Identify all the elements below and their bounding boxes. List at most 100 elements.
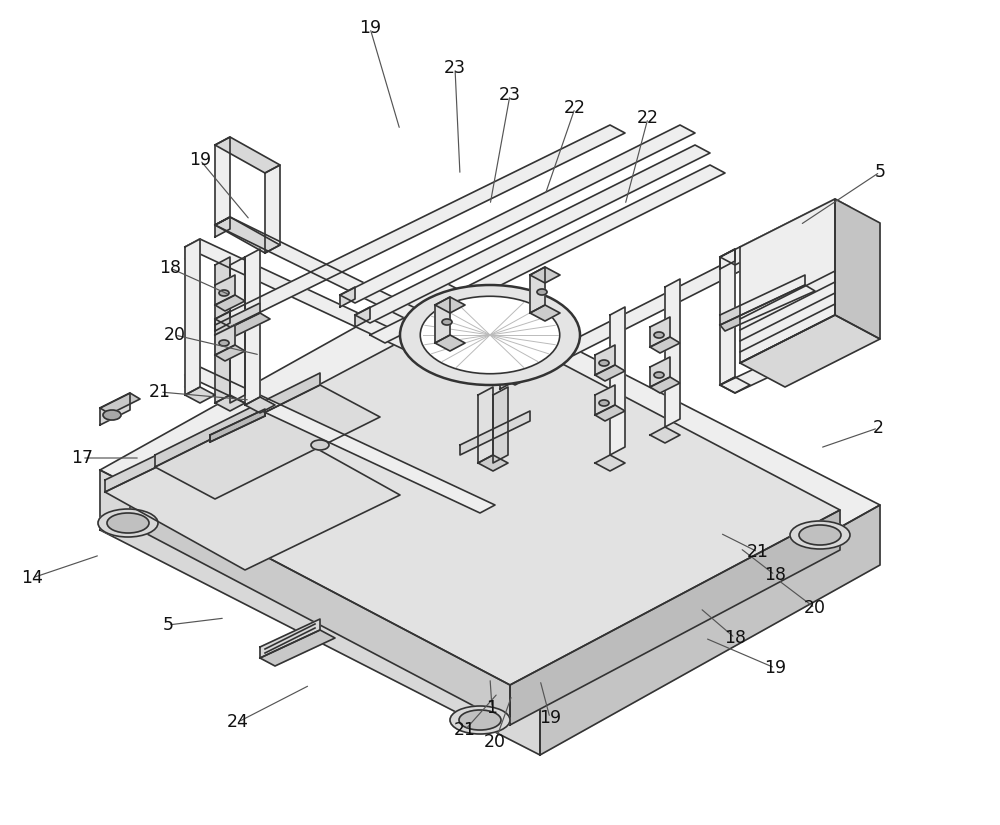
Polygon shape (340, 125, 695, 303)
Polygon shape (595, 385, 615, 415)
Polygon shape (215, 125, 625, 327)
Polygon shape (185, 367, 495, 513)
Text: 23: 23 (444, 59, 466, 77)
Polygon shape (210, 409, 265, 442)
Polygon shape (100, 280, 880, 695)
Ellipse shape (790, 521, 850, 549)
Ellipse shape (450, 706, 510, 734)
Polygon shape (370, 165, 725, 343)
Polygon shape (478, 387, 493, 463)
Polygon shape (478, 455, 508, 471)
Ellipse shape (103, 410, 121, 420)
Polygon shape (650, 337, 680, 353)
Text: 20: 20 (484, 733, 506, 751)
Polygon shape (215, 311, 230, 331)
Polygon shape (215, 217, 230, 237)
Polygon shape (790, 219, 805, 355)
Text: 1: 1 (486, 699, 498, 717)
Text: 18: 18 (159, 259, 181, 277)
Polygon shape (185, 367, 200, 387)
Polygon shape (215, 275, 235, 305)
Polygon shape (185, 239, 200, 259)
Text: 21: 21 (149, 383, 171, 401)
Polygon shape (530, 267, 560, 283)
Ellipse shape (420, 296, 560, 374)
Ellipse shape (537, 289, 547, 295)
Polygon shape (500, 369, 515, 389)
Polygon shape (530, 305, 560, 321)
Ellipse shape (98, 509, 158, 537)
Polygon shape (720, 285, 815, 331)
Text: 20: 20 (164, 326, 186, 344)
Text: 5: 5 (874, 163, 886, 181)
Polygon shape (610, 307, 625, 455)
Polygon shape (130, 310, 840, 685)
Polygon shape (435, 335, 465, 351)
Polygon shape (260, 630, 335, 666)
Polygon shape (245, 397, 275, 413)
Polygon shape (720, 199, 850, 265)
Polygon shape (355, 307, 370, 327)
Polygon shape (720, 377, 750, 393)
Text: 19: 19 (359, 19, 381, 37)
Polygon shape (100, 470, 540, 755)
Polygon shape (460, 411, 530, 455)
Polygon shape (835, 199, 880, 339)
Polygon shape (185, 239, 495, 385)
Polygon shape (100, 393, 140, 414)
Polygon shape (185, 239, 200, 395)
Ellipse shape (107, 513, 149, 533)
Polygon shape (215, 257, 230, 403)
Polygon shape (435, 297, 450, 343)
Polygon shape (100, 393, 130, 425)
Text: 17: 17 (71, 449, 93, 467)
Polygon shape (650, 317, 670, 347)
Polygon shape (215, 295, 245, 311)
Polygon shape (340, 287, 355, 307)
Polygon shape (215, 325, 235, 355)
Polygon shape (260, 619, 320, 658)
Polygon shape (595, 345, 615, 375)
Polygon shape (595, 455, 625, 471)
Ellipse shape (599, 400, 609, 406)
Text: 22: 22 (637, 109, 659, 127)
Text: 20: 20 (804, 599, 826, 617)
Text: 18: 18 (724, 629, 746, 647)
Polygon shape (155, 373, 320, 467)
Ellipse shape (599, 360, 609, 366)
Ellipse shape (219, 340, 229, 346)
Polygon shape (215, 217, 515, 365)
Polygon shape (530, 267, 545, 313)
Polygon shape (790, 347, 820, 363)
Polygon shape (650, 357, 670, 387)
Polygon shape (265, 165, 280, 253)
Ellipse shape (799, 525, 841, 545)
Polygon shape (215, 395, 245, 411)
Polygon shape (540, 505, 880, 755)
Polygon shape (215, 313, 270, 341)
Text: 19: 19 (539, 709, 561, 727)
Ellipse shape (311, 440, 329, 450)
Text: 2: 2 (872, 419, 884, 437)
Polygon shape (435, 297, 465, 313)
Text: 21: 21 (454, 721, 476, 739)
Polygon shape (720, 345, 820, 393)
Polygon shape (720, 249, 735, 385)
Text: 24: 24 (227, 713, 249, 731)
Polygon shape (105, 417, 400, 570)
Polygon shape (510, 510, 840, 725)
Polygon shape (355, 145, 710, 323)
Ellipse shape (219, 290, 229, 296)
Ellipse shape (442, 319, 452, 325)
Ellipse shape (459, 710, 501, 730)
Text: 14: 14 (21, 569, 43, 587)
Polygon shape (105, 405, 260, 492)
Ellipse shape (654, 372, 664, 378)
Polygon shape (130, 485, 510, 725)
Polygon shape (740, 199, 835, 363)
Text: 18: 18 (764, 566, 786, 584)
Polygon shape (665, 279, 680, 427)
Polygon shape (215, 303, 260, 335)
Polygon shape (155, 385, 380, 499)
Polygon shape (493, 387, 508, 463)
